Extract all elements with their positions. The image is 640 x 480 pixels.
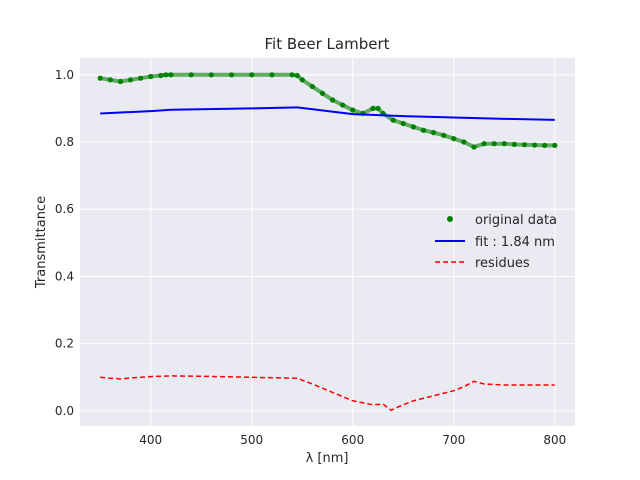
y-tick-label: 1.0 <box>55 68 74 82</box>
data-point-original-data <box>511 141 517 147</box>
data-point-original-data <box>340 102 346 108</box>
y-tick-labels: 0.0 0.2 0.4 0.6 0.8 1.0 <box>55 68 74 418</box>
data-point-original-data <box>158 72 164 79</box>
data-point-original-data <box>127 77 134 83</box>
data-point-original-data <box>501 141 507 147</box>
data-point-original-data <box>370 105 376 112</box>
legend-marker-original-data <box>447 216 453 222</box>
data-point-original-data <box>461 139 467 145</box>
data-point-original-data <box>309 83 315 90</box>
data-point-original-data <box>420 127 427 133</box>
data-point-original-data <box>294 72 300 79</box>
x-tick-label: 400 <box>139 433 162 447</box>
x-tick-label: 500 <box>240 433 263 447</box>
data-point-original-data <box>299 77 305 83</box>
data-point-original-data <box>542 142 548 148</box>
x-axis-label: λ [nm] <box>306 451 349 466</box>
y-tick-label: 0.8 <box>55 135 74 149</box>
data-point-original-data <box>208 72 214 78</box>
series-line-fit-1-84-nm <box>100 106 555 121</box>
data-point-original-data <box>441 132 447 138</box>
data-point-original-data <box>471 144 477 150</box>
legend-label-fit: fit : 1.84 nm <box>475 235 555 250</box>
x-tick-label: 700 <box>442 433 465 447</box>
data-point-original-data <box>97 75 103 81</box>
data-point-original-data <box>350 107 356 113</box>
data-point-original-data <box>163 72 169 78</box>
data-point-original-data <box>481 141 487 147</box>
data-point-original-data <box>552 142 558 148</box>
data-point-original-data <box>138 75 144 81</box>
data-point-original-data <box>117 78 124 85</box>
x-tick-label: 800 <box>543 433 566 447</box>
series-line-residues <box>100 375 555 412</box>
data-point-original-data <box>491 141 497 147</box>
legend-label-original-data: original data <box>475 213 557 228</box>
y-axis-label: Transmittance <box>34 196 49 289</box>
data-point-original-data <box>107 77 113 83</box>
data-point-original-data <box>521 142 528 148</box>
data-point-original-data <box>249 72 255 78</box>
data-point-original-data <box>400 120 406 127</box>
data-point-original-data <box>375 105 381 112</box>
data-point-original-data <box>319 90 326 96</box>
data-point-original-data <box>329 97 336 103</box>
data-point-original-data <box>188 72 194 78</box>
y-tick-label: 0.4 <box>55 269 74 283</box>
data-point-original-data <box>430 130 437 136</box>
chart-title: Fit Beer Lambert <box>265 35 390 53</box>
data-point-original-data <box>269 72 275 78</box>
data-point-original-data <box>410 124 416 130</box>
data-point-original-data <box>148 73 154 80</box>
x-tick-labels: 400 500 600 700 800 <box>139 433 566 447</box>
data-point-original-data <box>390 117 396 123</box>
data-point-original-data <box>168 72 174 78</box>
data-point-original-data <box>531 142 538 148</box>
x-tick-label: 600 <box>341 433 364 447</box>
y-tick-label: 0.0 <box>55 404 74 418</box>
data-point-original-data <box>228 72 235 78</box>
legend: original data fit : 1.84 nm residues <box>435 213 557 271</box>
legend-label-residues: residues <box>475 256 530 271</box>
data-point-original-data <box>289 72 295 78</box>
data-point-original-data <box>451 136 457 142</box>
series-layer <box>97 72 558 412</box>
y-tick-label: 0.6 <box>55 202 74 216</box>
y-tick-label: 0.2 <box>55 337 74 351</box>
